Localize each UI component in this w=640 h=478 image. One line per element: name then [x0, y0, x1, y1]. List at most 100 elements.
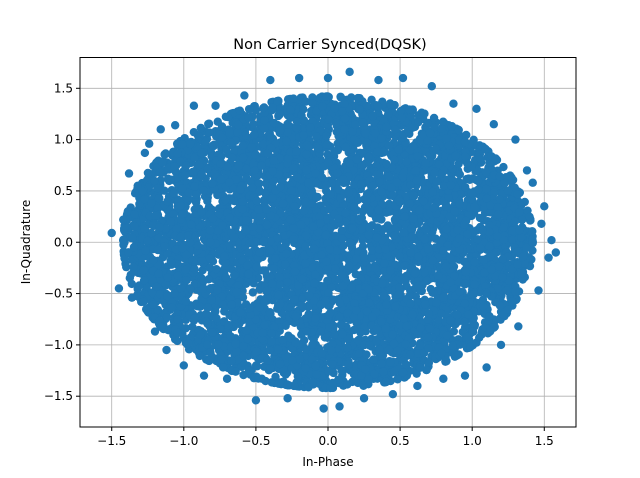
data-point — [343, 380, 352, 389]
data-point — [454, 159, 463, 168]
data-point — [354, 349, 364, 358]
data-point — [369, 369, 379, 379]
data-point — [190, 153, 199, 162]
data-point — [452, 351, 462, 360]
data-point — [195, 302, 205, 311]
data-point — [205, 263, 215, 273]
data-point — [516, 201, 526, 210]
data-point — [153, 204, 163, 213]
data-point — [470, 320, 480, 330]
data-point — [365, 223, 374, 232]
data-point — [191, 198, 201, 207]
data-point — [367, 254, 377, 263]
data-point — [525, 212, 534, 222]
data-point — [447, 122, 457, 131]
data-point — [343, 334, 353, 344]
data-point — [261, 266, 270, 275]
data-point — [401, 276, 410, 286]
chart-title: Non Carrier Synced(DQSK) — [233, 37, 426, 53]
data-point — [322, 181, 331, 190]
data-point — [311, 169, 320, 178]
data-point — [460, 317, 469, 327]
data-point — [454, 125, 463, 135]
data-point — [301, 259, 310, 268]
data-point — [340, 125, 349, 134]
data-point — [213, 190, 222, 200]
data-point — [510, 183, 519, 192]
data-point — [127, 279, 136, 289]
data-point — [286, 303, 295, 312]
data-point — [321, 230, 331, 240]
data-point — [160, 186, 169, 195]
data-point — [251, 237, 261, 247]
data-point — [372, 337, 381, 346]
data-point — [242, 164, 252, 174]
data-point — [297, 301, 306, 310]
data-point — [203, 196, 212, 206]
data-point — [439, 246, 448, 255]
data-point — [197, 148, 206, 158]
data-point — [234, 161, 244, 171]
data-point — [358, 207, 368, 216]
data-point — [466, 342, 475, 352]
data-point — [517, 215, 527, 225]
data-point — [208, 141, 218, 150]
data-point — [193, 241, 203, 251]
data-point — [499, 162, 508, 172]
data-point — [259, 139, 268, 149]
data-point — [362, 307, 372, 316]
data-point — [454, 136, 463, 145]
data-point — [239, 341, 248, 351]
data-point — [185, 238, 195, 247]
data-point — [277, 244, 286, 253]
data-point — [424, 358, 433, 367]
data-point — [213, 117, 222, 126]
data-point — [276, 379, 286, 389]
data-point — [461, 279, 470, 288]
data-point — [330, 264, 340, 273]
data-point — [269, 176, 278, 186]
data-point — [384, 141, 394, 150]
data-point — [251, 106, 261, 115]
data-point — [308, 99, 317, 108]
data-point — [508, 235, 517, 245]
data-point — [348, 215, 357, 225]
data-point — [275, 110, 284, 119]
data-point — [150, 176, 159, 186]
data-point — [254, 179, 264, 188]
data-point — [257, 161, 266, 170]
data-point — [481, 168, 491, 177]
data-point — [197, 169, 206, 179]
data-point — [143, 168, 153, 178]
data-point — [123, 207, 133, 216]
data-point — [485, 252, 495, 261]
data-point — [492, 248, 501, 257]
data-point — [385, 207, 394, 216]
data-point — [365, 298, 374, 308]
data-point — [194, 160, 204, 170]
data-point — [230, 147, 239, 156]
data-point — [473, 185, 483, 194]
data-point — [248, 183, 257, 193]
data-point — [218, 363, 228, 372]
data-point — [434, 315, 443, 325]
data-point — [381, 377, 391, 387]
data-point — [153, 183, 162, 193]
data-point — [315, 212, 324, 222]
data-point — [474, 333, 484, 342]
data-point — [281, 352, 291, 362]
data-point — [455, 170, 465, 179]
data-point — [201, 137, 210, 147]
data-point — [221, 273, 231, 282]
data-point — [275, 317, 284, 326]
data-point — [302, 165, 311, 175]
data-point — [479, 255, 488, 265]
data-point — [301, 345, 311, 354]
data-point — [462, 130, 471, 140]
data-point — [308, 93, 317, 102]
data-point — [265, 272, 275, 281]
data-point — [379, 291, 389, 300]
data-point — [241, 326, 251, 335]
data-point — [492, 238, 502, 247]
data-point — [297, 184, 306, 194]
